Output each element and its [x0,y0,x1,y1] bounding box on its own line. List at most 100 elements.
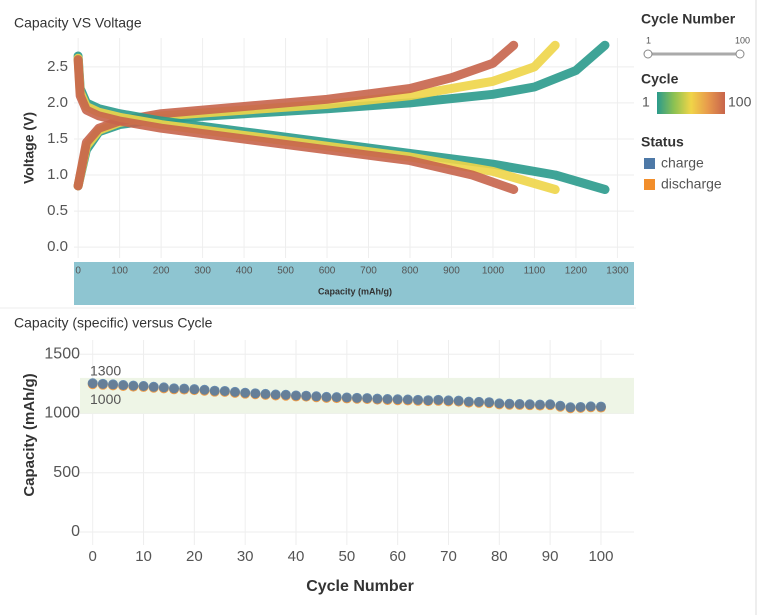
point [484,397,495,408]
curve [73,55,519,194]
x-tick-label: 90 [542,548,559,565]
y-tick-label: 1000 [44,405,80,422]
chart-title: Capacity (specific) versus Cycle [14,315,213,331]
point [402,394,413,405]
x-tick-label: 70 [440,548,457,565]
point [423,395,434,406]
x-tick-label: 900 [443,266,460,277]
y-tick-label: 0.0 [47,238,68,255]
point [199,384,210,395]
point [230,386,241,397]
x-tick-label: 80 [491,548,508,565]
point [331,392,342,403]
point [250,388,261,399]
x-axis-highlight [74,262,634,305]
point [453,395,464,406]
point [260,388,271,399]
point [372,393,383,404]
legend-swatch [644,179,655,190]
point [280,389,291,400]
x-tick-label: 1200 [565,266,588,277]
filter-handle[interactable] [643,49,653,59]
point [443,395,454,406]
y-tick-label: 0.5 [47,202,68,219]
x-tick-label: 10 [135,548,152,565]
band-label: 1000 [90,391,121,407]
y-tick-label: 2.0 [47,94,68,111]
x-axis-title: Cycle Number [306,578,414,595]
chart-title: Capacity VS Voltage [14,15,142,31]
legend-label: charge [661,155,704,171]
legend-label: discharge [661,176,722,192]
x-tick-label: 40 [288,548,305,565]
point [158,382,169,393]
x-axis-title: Capacity (mAh/g) [318,286,392,296]
point [362,393,373,404]
x-tick-label: 300 [194,266,211,277]
legend-title: Status [641,134,684,150]
x-tick-label: 100 [111,266,128,277]
point [412,394,423,405]
point [595,401,606,412]
x-tick-label: 500 [277,266,294,277]
point [148,381,159,392]
point [524,399,535,410]
curve [73,40,519,191]
x-tick-label: 20 [186,548,203,565]
color-ramp [657,92,725,114]
point [128,380,139,391]
point [585,401,596,412]
point [301,390,312,401]
x-tick-label: 0 [89,548,97,565]
point [575,401,586,412]
y-axis-title: Capacity (mAh/g) [21,373,38,496]
point [219,385,230,396]
point [138,380,149,391]
point [494,398,505,409]
point [179,383,190,394]
legend-title: Cycle [641,71,679,87]
x-tick-label: 800 [402,266,419,277]
x-tick-label: 1300 [606,266,629,277]
point [321,391,332,402]
x-tick-label: 700 [360,266,377,277]
x-tick-label: 30 [237,548,254,565]
legend-min: 1 [642,94,650,110]
point [545,399,556,410]
x-tick-label: 100 [588,548,613,565]
y-tick-label: 1.5 [47,130,68,147]
filter-min: 1 [646,35,651,45]
y-tick-label: 2.5 [47,58,68,75]
legend-max: 100 [728,94,752,110]
x-tick-label: 0 [75,266,81,277]
point [433,394,444,405]
filter-handle[interactable] [735,49,745,59]
x-tick-label: 1100 [524,266,546,277]
point [352,392,362,403]
point [270,389,281,400]
x-tick-label: 1000 [482,266,505,277]
point [534,399,545,410]
point [108,379,119,390]
y-tick-label: 0 [71,523,80,540]
point [291,390,302,401]
point [565,402,576,413]
y-tick-label: 1.0 [47,166,68,183]
filter-title: Cycle Number [641,11,736,27]
point [341,392,352,403]
point [240,387,251,398]
point [97,378,108,389]
x-tick-label: 60 [389,548,406,565]
point [189,384,200,395]
band-label: 1300 [90,363,121,379]
point [169,383,180,394]
point [87,378,98,389]
x-tick-label: 50 [338,548,355,565]
point [504,398,515,409]
y-axis-title: Voltage (V) [21,112,37,184]
point [392,394,403,405]
x-tick-label: 200 [153,266,170,277]
point [311,391,322,402]
